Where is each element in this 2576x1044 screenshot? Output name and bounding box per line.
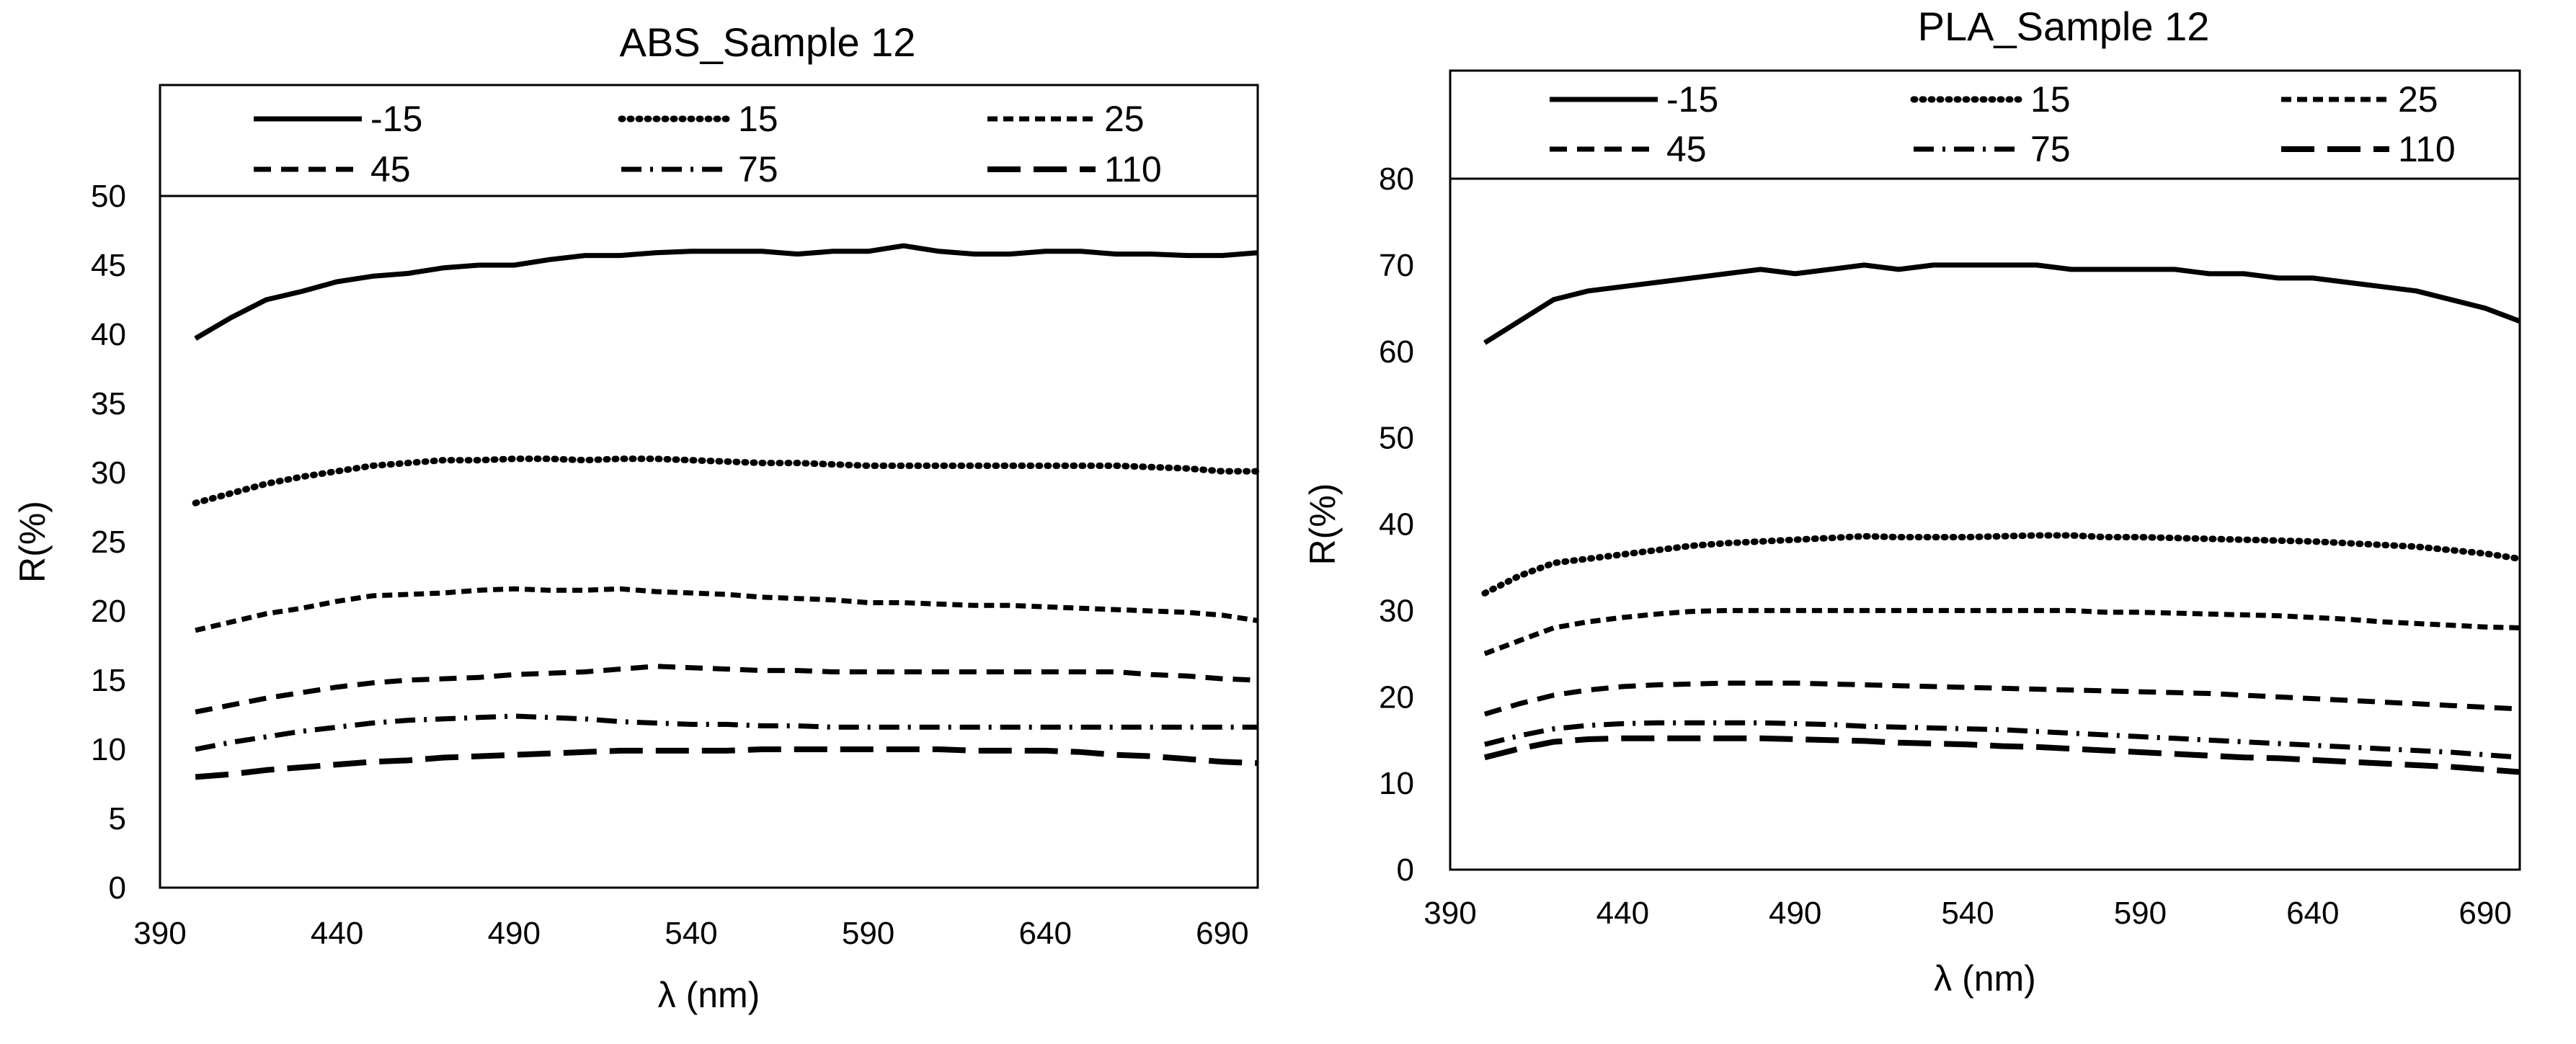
plot-frame bbox=[1449, 177, 2521, 871]
x-tick-label: 440 bbox=[311, 916, 363, 951]
x-tick-label: 390 bbox=[1424, 896, 1476, 931]
legend-label: 45 bbox=[370, 149, 411, 189]
y-axis-label: R(%) bbox=[12, 501, 53, 583]
legend-label: -15 bbox=[1666, 79, 1718, 120]
x-tick-label: 640 bbox=[2286, 896, 2339, 931]
y-tick-label: 25 bbox=[91, 525, 126, 560]
series-line-15 bbox=[1481, 532, 2523, 597]
legend-label: 75 bbox=[2030, 129, 2071, 169]
legend-label: 25 bbox=[2398, 79, 2438, 120]
series-line-75 bbox=[195, 713, 1258, 752]
y-tick-label: 10 bbox=[91, 732, 126, 767]
chart-1: ABS_Sample 12 0 5 10 15 20 25 30 35 40 45 50 390 440 4… bbox=[12, 19, 1261, 1015]
x-tick-label: 590 bbox=[842, 916, 894, 951]
y-tick-label: 50 bbox=[1379, 421, 1414, 456]
y-tick-label: 70 bbox=[1379, 248, 1414, 283]
legend-label: 75 bbox=[738, 149, 778, 189]
y-tick-label: 0 bbox=[1397, 852, 1414, 888]
plot-frame bbox=[159, 195, 1259, 889]
x-tick-label: 540 bbox=[1941, 896, 1994, 931]
legend-box bbox=[159, 84, 1259, 197]
series-line--15 bbox=[194, 243, 1258, 341]
y-tick-label: 40 bbox=[91, 317, 126, 352]
x-tick-label: 690 bbox=[2459, 896, 2511, 931]
chart-title: ABS_Sample 12 bbox=[620, 19, 916, 65]
series-line-110 bbox=[1483, 735, 2521, 775]
series-line-45 bbox=[1483, 680, 2521, 717]
x-tick-label: 690 bbox=[1196, 916, 1248, 951]
series-line-75 bbox=[1484, 720, 2521, 760]
y-tick-label: 20 bbox=[91, 594, 126, 629]
legend-label: 15 bbox=[2030, 79, 2071, 120]
series-line-15 bbox=[192, 455, 1261, 507]
y-tick-label: 10 bbox=[1379, 766, 1414, 801]
legend-label: 15 bbox=[738, 99, 778, 139]
y-tick-label: 50 bbox=[91, 179, 126, 214]
legend-label: 25 bbox=[1104, 99, 1145, 139]
series-line-110 bbox=[195, 746, 1258, 780]
legend-label: 110 bbox=[2398, 129, 2456, 169]
legend-label: 45 bbox=[1666, 129, 1707, 169]
series-line--15 bbox=[1483, 262, 2521, 345]
chart-title: PLA_Sample 12 bbox=[1918, 4, 2210, 49]
x-tick-label: 440 bbox=[1596, 896, 1649, 931]
x-axis-label: λ (nm) bbox=[1934, 958, 2036, 999]
series-line-45 bbox=[195, 664, 1258, 715]
x-tick-label: 590 bbox=[2114, 896, 2167, 931]
y-tick-label: 35 bbox=[91, 386, 126, 421]
y-tick-label: 60 bbox=[1379, 334, 1414, 370]
y-tick-label: 80 bbox=[1379, 161, 1414, 197]
y-tick-label: 0 bbox=[109, 870, 126, 906]
x-tick-label: 490 bbox=[1769, 896, 1821, 931]
legend-label: -15 bbox=[370, 99, 422, 139]
y-tick-label: 45 bbox=[91, 248, 126, 283]
chart-2: PLA_Sample 12 0 10 20 30 40 50 60 70 80 390 440 490 5… bbox=[1302, 4, 2523, 999]
x-tick-label: 540 bbox=[665, 916, 717, 951]
y-tick-label: 20 bbox=[1379, 679, 1414, 715]
x-tick-label: 390 bbox=[133, 916, 186, 951]
y-tick-label: 30 bbox=[91, 455, 126, 491]
x-tick-label: 640 bbox=[1019, 916, 1072, 951]
x-tick-label: 490 bbox=[488, 916, 541, 951]
y-tick-label: 5 bbox=[109, 801, 126, 836]
series-line-25 bbox=[195, 586, 1258, 633]
series-line-25 bbox=[1483, 607, 2521, 656]
x-axis-label: λ (nm) bbox=[658, 975, 760, 1015]
legend-box bbox=[1449, 69, 2521, 180]
legend-label: 110 bbox=[1104, 149, 1162, 189]
y-tick-label: 30 bbox=[1379, 593, 1414, 628]
y-tick-label: 40 bbox=[1379, 507, 1414, 543]
y-axis-label: R(%) bbox=[1302, 483, 1343, 566]
y-tick-label: 15 bbox=[91, 663, 126, 698]
